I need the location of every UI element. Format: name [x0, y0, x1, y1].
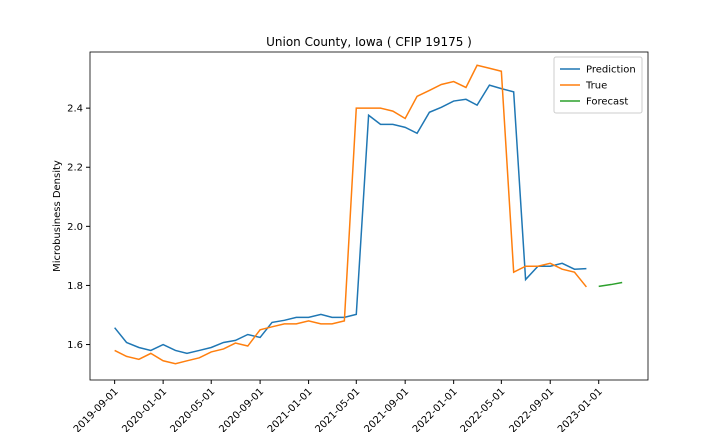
- x-tick-label: 2021-09-01: [362, 386, 411, 432]
- y-axis-label: Microbusiness Density: [52, 160, 63, 272]
- y-tick-label: 2.0: [67, 222, 83, 233]
- legend: Prediction True Forecast: [553, 56, 643, 114]
- y-tick-label: 2.2: [67, 163, 83, 174]
- series-line: [114, 84, 587, 355]
- x-tick-label: 2020-05-01: [168, 386, 217, 432]
- series-line: [114, 64, 587, 365]
- series-line: [598, 281, 623, 288]
- x-tick-label: 2022-05-01: [459, 386, 508, 432]
- x-tick-label: 2019-09-01: [72, 386, 121, 432]
- x-tick-label: 2020-09-01: [217, 386, 266, 432]
- chart-title: Union County, Iowa ( CFIP 19175 ): [266, 35, 472, 49]
- y-tick-label: 1.8: [67, 281, 83, 292]
- legend-label: Prediction: [586, 65, 636, 76]
- legend-label: Forecast: [586, 97, 628, 108]
- x-tick-label: 2022-01-01: [411, 386, 460, 432]
- legend-label: True: [585, 81, 607, 92]
- legend-box: [553, 56, 643, 114]
- plot-frame: [89, 51, 649, 381]
- y-tick-label: 1.6: [67, 340, 83, 351]
- x-tick-label: 2022-09-01: [507, 386, 556, 432]
- x-tick-label: 2023-01-01: [556, 386, 605, 432]
- x-tick-label: 2020-01-01: [120, 386, 169, 432]
- x-tick-label: 2021-05-01: [314, 386, 363, 432]
- x-tick-label: 2021-01-01: [266, 386, 315, 432]
- y-tick-label: 2.4: [67, 104, 83, 115]
